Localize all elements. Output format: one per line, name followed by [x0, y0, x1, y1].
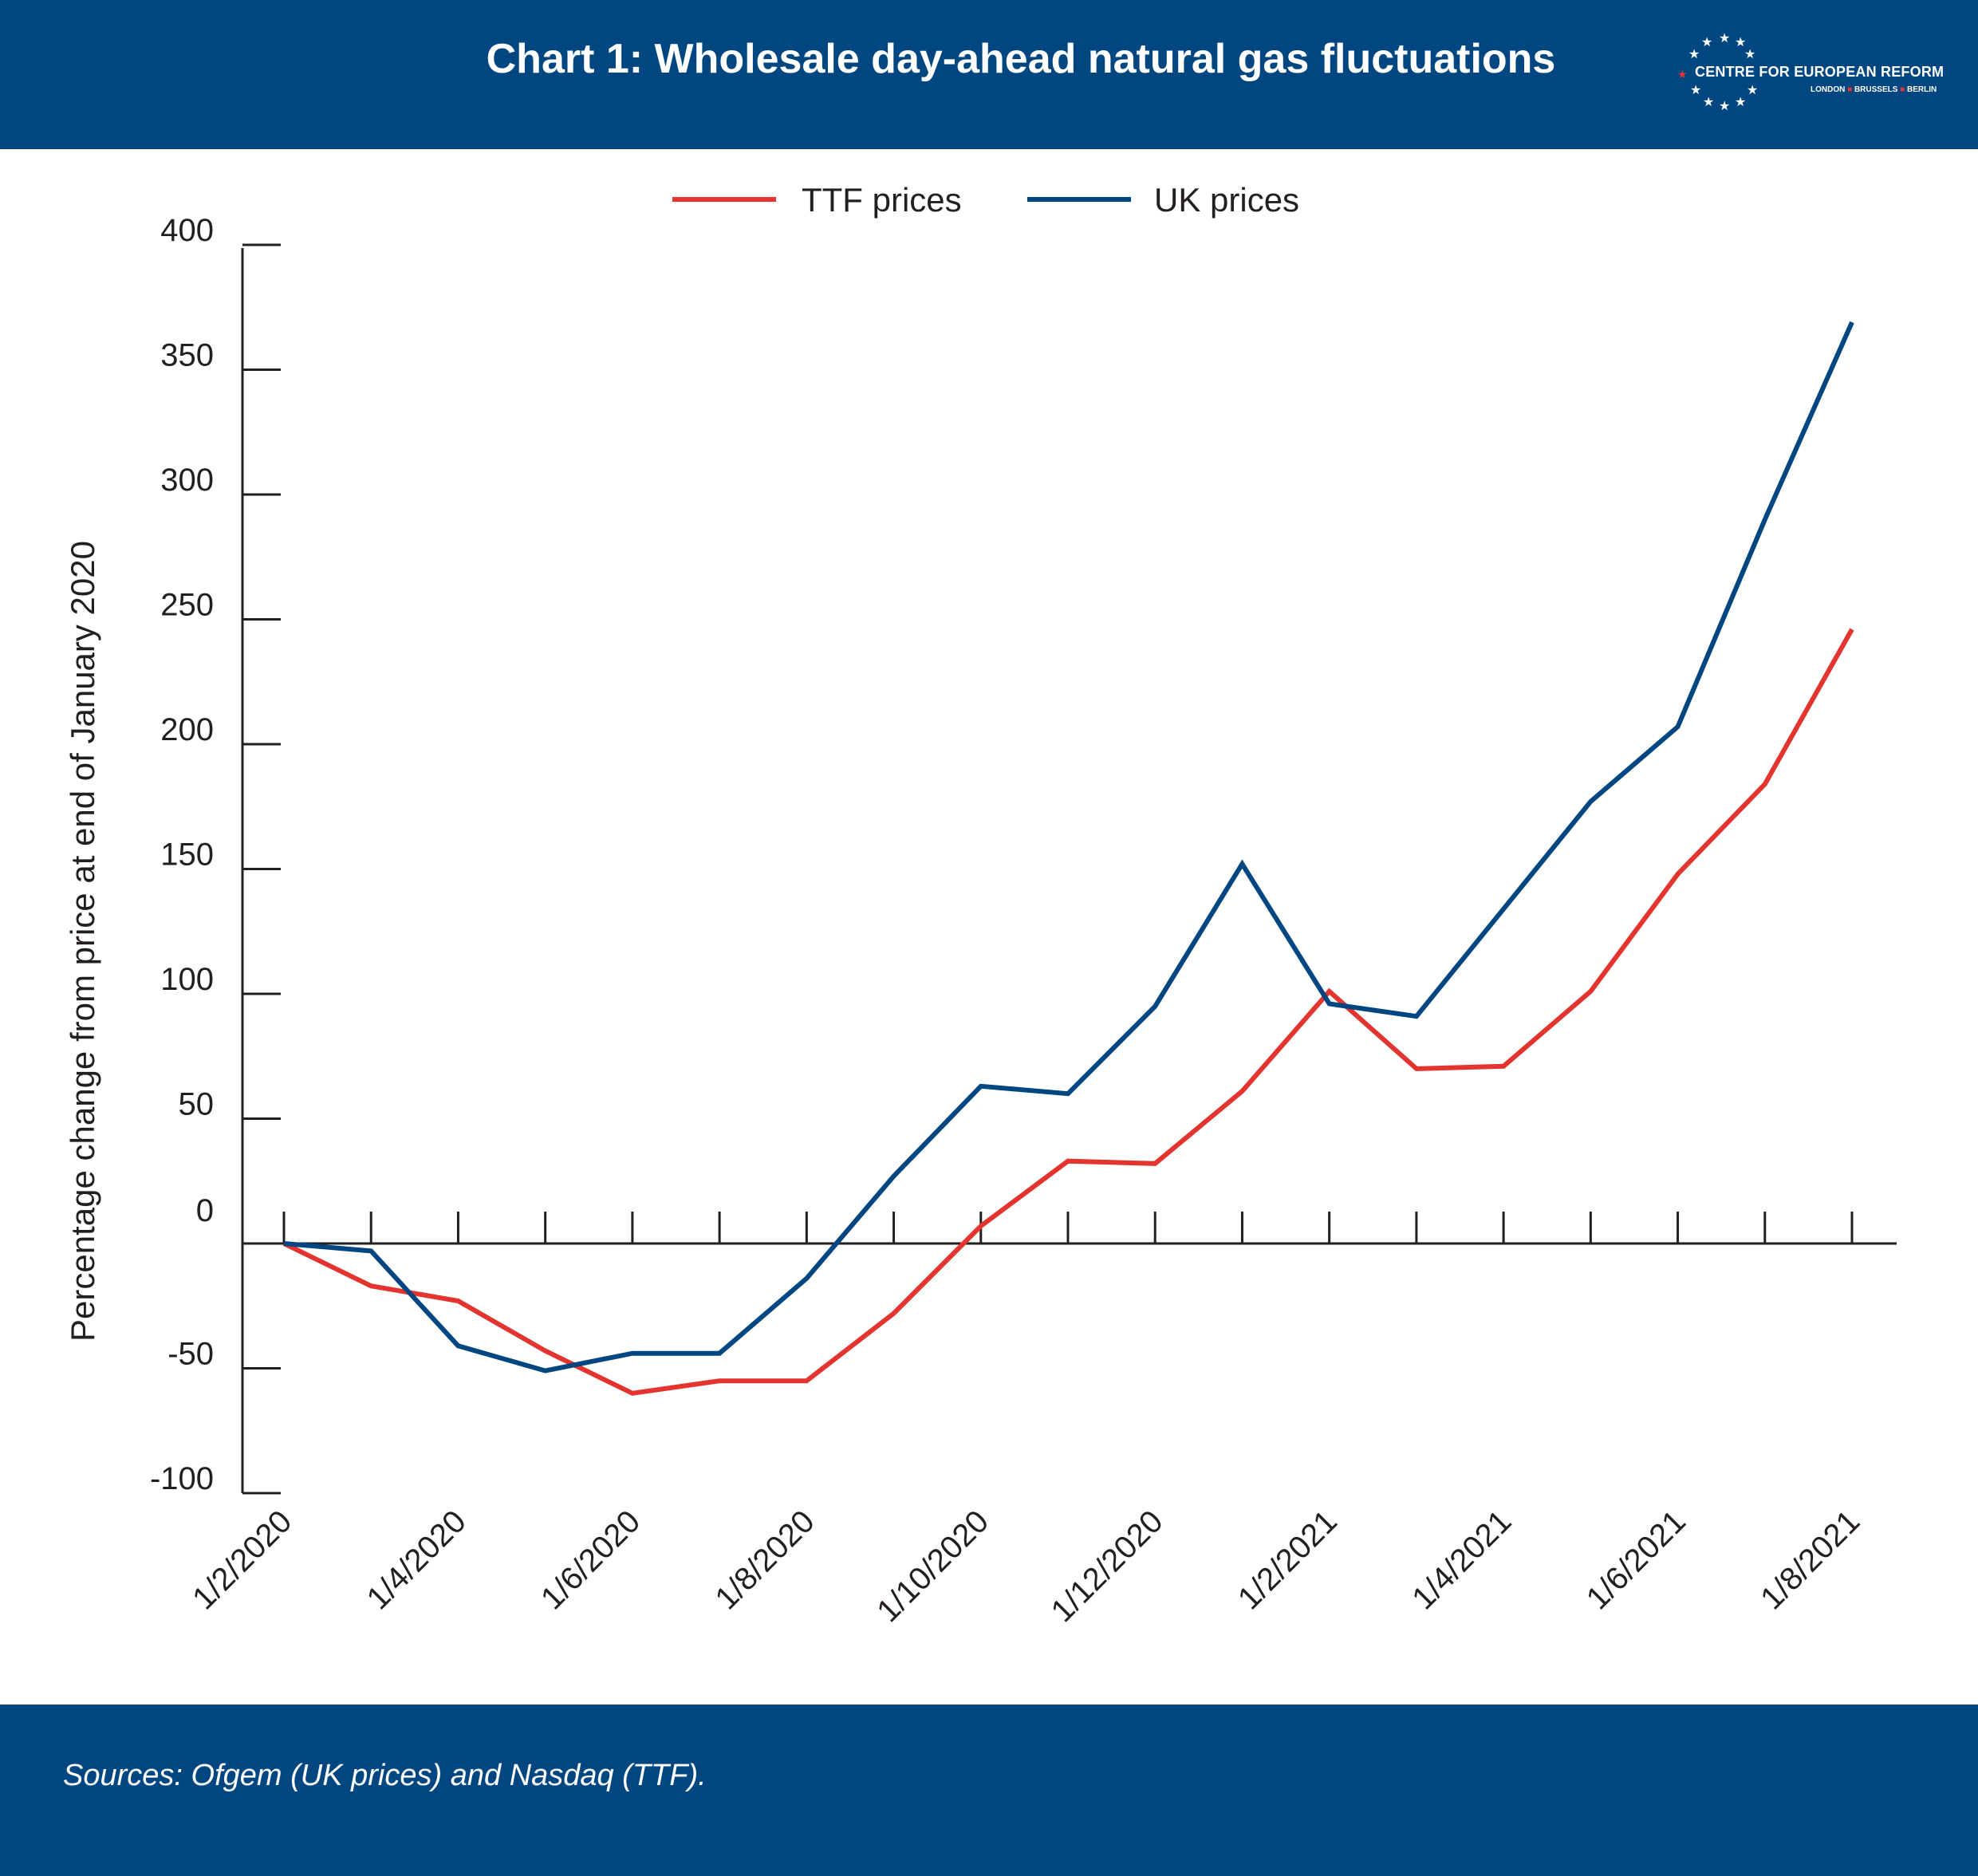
- svg-text:★: ★: [1701, 34, 1712, 49]
- chart-footer: Sources: Ofgem (UK prices) and Nasdaq (T…: [0, 1705, 1978, 1876]
- y-tick-label-0: 400: [160, 213, 214, 248]
- y-tick-label-4: 200: [160, 712, 214, 747]
- cer-logo: ★ ★ ★ ★ ★ ★ ★ ★ ★ ★ ★ CENTRE FOR EUROPEA…: [1671, 30, 1945, 118]
- chart-header: Chart 1: Wholesale day-ahead natural gas…: [0, 0, 1978, 149]
- svg-text:★: ★: [1703, 94, 1714, 109]
- svg-text:★: ★: [1688, 46, 1700, 61]
- x-tick-label-3: 1/8/2020: [708, 1504, 821, 1616]
- x-tick-label-4: 1/10/2020: [870, 1504, 995, 1629]
- x-tick-label-6: 1/2/2021: [1231, 1504, 1344, 1616]
- y-tick-label-2: 300: [160, 463, 214, 498]
- x-tick-label-0: 1/2/2020: [186, 1504, 298, 1616]
- svg-text:★: ★: [1719, 30, 1730, 45]
- svg-text:★: ★: [1735, 94, 1746, 109]
- y-tick-label-1: 350: [160, 338, 214, 373]
- svg-text:★: ★: [1735, 34, 1746, 49]
- legend-label-uk: UK prices: [1154, 181, 1299, 219]
- red-star-icon: ★: [1677, 69, 1688, 81]
- y-tick-label-8: 0: [196, 1193, 214, 1228]
- series-layer: [282, 321, 1854, 1396]
- logo-cities: LONDON ■ BRUSSELS ■ BERLIN: [1811, 85, 1937, 94]
- series-line-1: [283, 321, 1854, 1374]
- svg-text:★: ★: [1747, 82, 1758, 97]
- x-tick-label-2: 1/6/2020: [534, 1504, 647, 1616]
- y-tick-label-7: 50: [179, 1087, 215, 1122]
- y-tick-label-5: 150: [160, 838, 214, 873]
- y-tick-label-10: -100: [150, 1461, 214, 1496]
- y-tick-label-3: 250: [160, 588, 214, 623]
- y-tick-label-9: -50: [167, 1337, 214, 1372]
- legend: TTF prices UK prices: [672, 181, 1299, 219]
- x-tick-label-7: 1/4/2021: [1405, 1504, 1518, 1616]
- x-tick-label-1: 1/4/2020: [361, 1504, 473, 1616]
- x-tick-label-9: 1/8/2021: [1754, 1504, 1866, 1616]
- x-tick-label-5: 1/12/2020: [1045, 1504, 1170, 1629]
- logo-city-berlin: BERLIN: [1907, 85, 1937, 94]
- legend-label-ttf: TTF prices: [802, 181, 962, 219]
- sources-note: Sources: Ofgem (UK prices) and Nasdaq (T…: [63, 1759, 707, 1792]
- logo-city-london: LONDON: [1811, 85, 1846, 94]
- logo-name: CENTRE FOR EUROPEAN REFORM: [1695, 64, 1945, 80]
- stars-circle-icon: ★ ★ ★ ★ ★ ★ ★ ★ ★ ★ ★: [1677, 30, 1758, 113]
- y-tick-label-6: 100: [160, 962, 214, 997]
- y-axis-label: Percentage change from price at end of J…: [64, 541, 101, 1342]
- chart-title: Chart 1: Wholesale day-ahead natural gas…: [486, 36, 1556, 82]
- x-tick-label-8: 1/6/2021: [1580, 1504, 1692, 1616]
- svg-text:★: ★: [1744, 46, 1755, 61]
- series-line-0: [282, 628, 1854, 1396]
- svg-text:★: ★: [1690, 82, 1701, 97]
- axes: 400 350 300 250 200 150 100 50 0 -50 -100 1/2/2020 1…: [150, 213, 1897, 1629]
- logo-city-brussels: BRUSSELS: [1854, 85, 1898, 94]
- svg-text:★: ★: [1719, 98, 1730, 113]
